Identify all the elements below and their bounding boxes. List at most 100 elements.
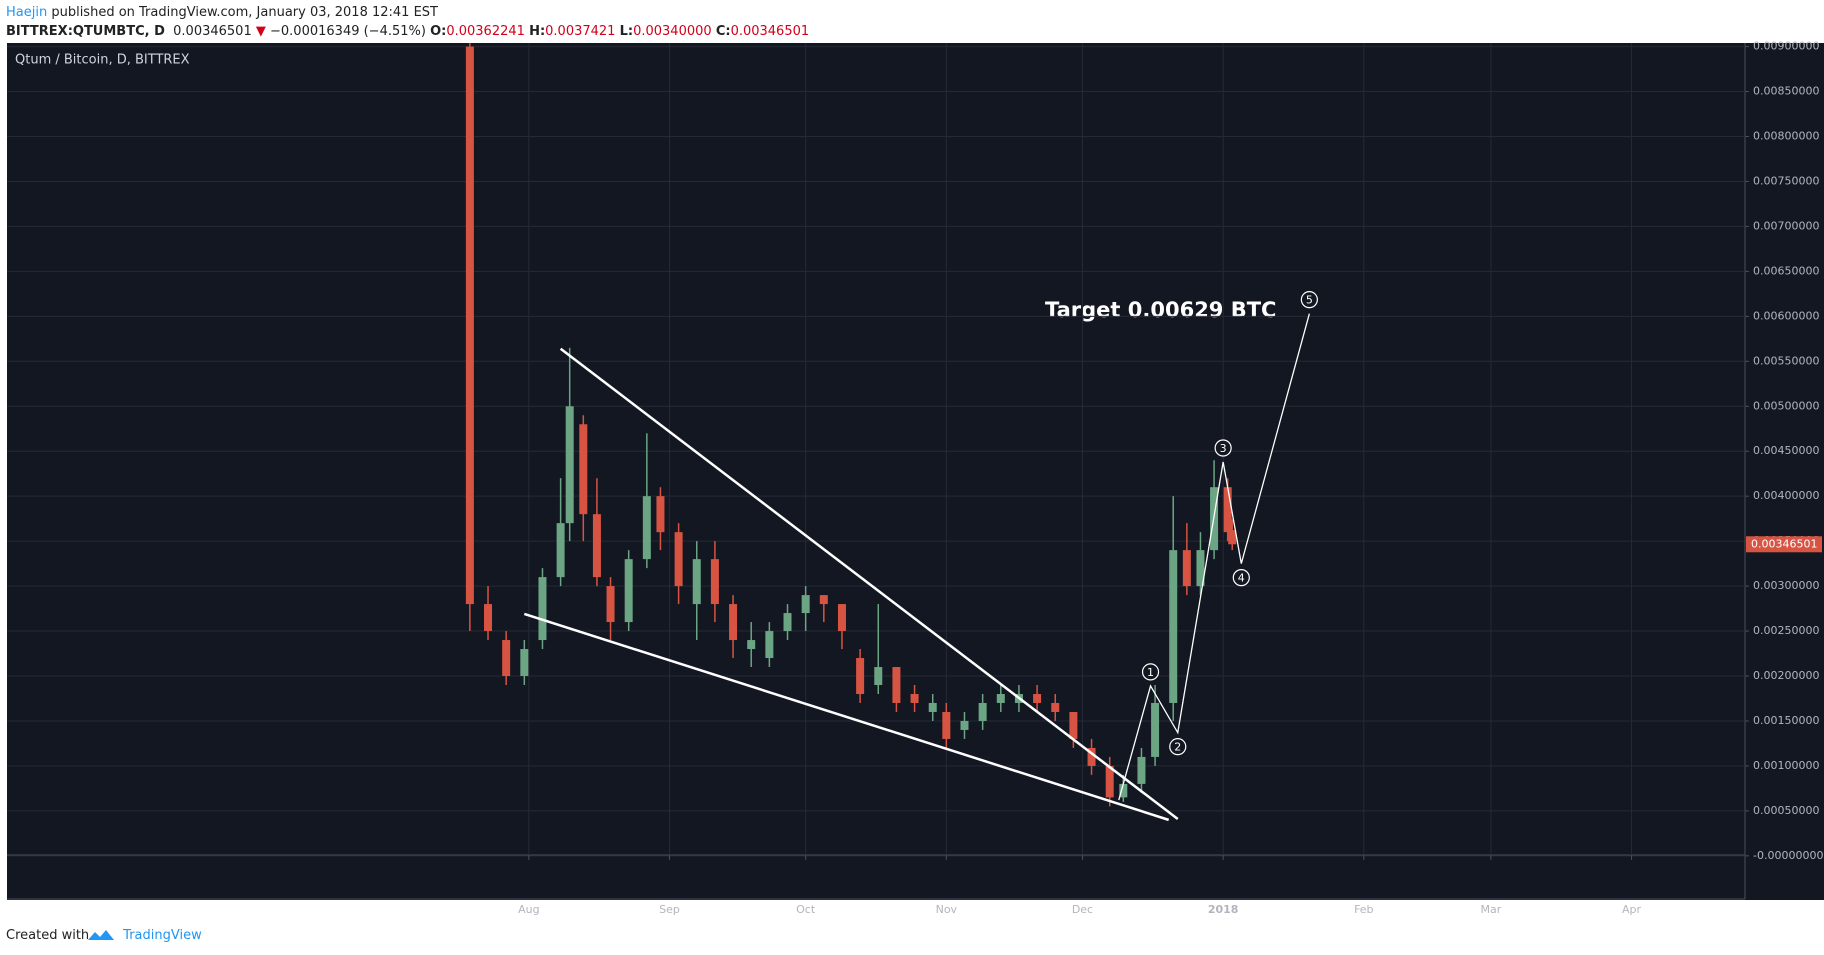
- candle-body: [1223, 487, 1232, 533]
- candle-body: [710, 559, 719, 605]
- l-label: L:: [619, 24, 634, 39]
- author[interactable]: Haejin: [6, 5, 48, 20]
- header: Haejin published on TradingView.com, Jan…: [6, 3, 809, 41]
- candle-body: [729, 604, 738, 641]
- candle-body: [837, 604, 846, 632]
- candle-body: [556, 523, 565, 578]
- y-tick-label: 0.00800000: [1753, 130, 1819, 143]
- candle-body: [960, 720, 969, 730]
- x-tick-label: Mar: [1480, 903, 1501, 916]
- wave-marker: [1232, 569, 1250, 587]
- candle-body: [1069, 711, 1078, 739]
- o-label: O:: [430, 24, 447, 39]
- y-tick-label: -0.00000000: [1753, 849, 1823, 862]
- candle-body: [592, 514, 601, 578]
- wave-label: 1: [1147, 666, 1154, 679]
- candle-body: [624, 559, 633, 623]
- wave-label: 2: [1174, 741, 1181, 754]
- candle-body: [942, 711, 951, 739]
- candle-body: [801, 595, 810, 614]
- x-tick-label: Apr: [1622, 903, 1642, 916]
- y-tick-label: 0.00550000: [1753, 354, 1819, 367]
- x-tick-label: 2018: [1208, 903, 1239, 916]
- candle-body: [1087, 747, 1096, 766]
- chart-background: [7, 43, 1824, 900]
- candle-body: [1105, 765, 1114, 798]
- chart-legend: Qtum / Bitcoin, D, BITTREX: [15, 53, 190, 68]
- wave-label: 3: [1220, 442, 1227, 455]
- wave-marker: [1300, 291, 1318, 309]
- x-tick-label: Aug: [518, 903, 539, 916]
- wave-marker: [1169, 738, 1187, 756]
- y-tick-label: 0.00100000: [1753, 759, 1819, 772]
- candle-body: [783, 613, 792, 632]
- candle-body: [674, 532, 683, 587]
- candle-body: [1119, 783, 1128, 798]
- y-tick-label: 0.00050000: [1753, 804, 1819, 817]
- candle-body: [978, 702, 987, 721]
- candle-body: [1033, 693, 1042, 703]
- y-tick-label: 0.00500000: [1753, 399, 1819, 412]
- wave-marker: [1214, 439, 1232, 457]
- trend-line: [523, 612, 1170, 822]
- candle-body: [656, 496, 665, 533]
- change: −0.00016349 (−4.51%): [270, 24, 426, 39]
- x-tick-label: Oct: [796, 903, 816, 916]
- y-tick-label: 0.00600000: [1753, 309, 1819, 322]
- tradingview-logo: [88, 930, 114, 940]
- c-value: 0.00346501: [730, 24, 810, 39]
- published: published on TradingView.com, January 03…: [51, 5, 438, 20]
- y-tick-label: 0.00700000: [1753, 219, 1819, 232]
- price-tag: [1746, 536, 1822, 553]
- wave-label: 4: [1238, 572, 1245, 585]
- l-value: 0.00340000: [633, 24, 712, 39]
- symbol: BITTREX:QTUMBTC, D: [6, 24, 165, 39]
- candle-body: [520, 649, 529, 677]
- candle-body: [1228, 530, 1237, 545]
- candle-body: [642, 496, 651, 560]
- candle-body: [692, 559, 701, 605]
- candle-body: [747, 640, 756, 650]
- x-tick-label: Sep: [659, 903, 680, 916]
- tradingview-link[interactable]: TradingView: [123, 928, 202, 943]
- trend-line: [559, 347, 1179, 820]
- y-tick-label: 0.00650000: [1753, 264, 1819, 277]
- x-tick-label: Nov: [936, 903, 958, 916]
- y-tick-label: 0.00850000: [1753, 85, 1819, 98]
- created-with: Created with: [6, 928, 90, 943]
- candle-body: [928, 702, 937, 712]
- wave-path: [1118, 313, 1310, 801]
- candle-body: [1182, 550, 1191, 587]
- footer: Created with TradingView: [6, 928, 202, 943]
- y-tick-label: 0.00200000: [1753, 669, 1819, 682]
- o-value: 0.00362241: [446, 24, 525, 39]
- target-annotation: Target 0.00629 BTC: [1045, 298, 1276, 322]
- candle-body: [996, 693, 1005, 703]
- y-tick-label: 0.00450000: [1753, 444, 1819, 457]
- h-label: H:: [529, 24, 546, 39]
- y-tick-label: 0.00250000: [1753, 624, 1819, 637]
- c-label: C:: [715, 24, 731, 39]
- h-value: 0.0037421: [545, 24, 616, 39]
- candle-body: [874, 667, 883, 685]
- direction: ▼: [255, 24, 266, 39]
- candle-body: [502, 640, 511, 677]
- candle-body: [565, 406, 574, 524]
- candle-body: [1151, 702, 1160, 757]
- price-tag-label: 0.00346501: [1751, 537, 1817, 550]
- y-tick-label: 0.00750000: [1753, 174, 1819, 187]
- candle-body: [1196, 550, 1205, 587]
- y-tick-label: 0.00300000: [1753, 579, 1819, 592]
- candle-body: [910, 693, 919, 703]
- candle-body: [484, 604, 493, 632]
- candle-body: [606, 586, 615, 623]
- candle-body: [538, 577, 547, 641]
- y-tick-label: 0.00400000: [1753, 489, 1819, 502]
- candle-body: [1051, 702, 1060, 712]
- candle-body: [1137, 756, 1146, 784]
- candle-body: [1169, 550, 1178, 703]
- y-tick-label: 0.00150000: [1753, 714, 1819, 727]
- candle-body: [765, 631, 774, 659]
- wave-label: 5: [1306, 294, 1313, 307]
